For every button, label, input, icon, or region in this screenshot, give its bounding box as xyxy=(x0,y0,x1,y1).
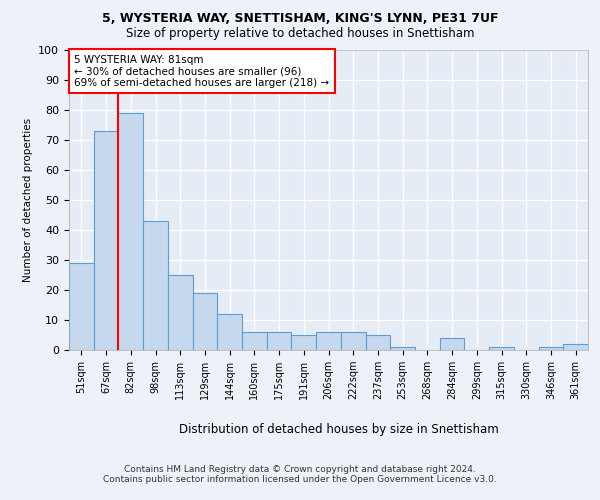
Bar xyxy=(267,332,292,350)
Text: Contains HM Land Registry data © Crown copyright and database right 2024.
Contai: Contains HM Land Registry data © Crown c… xyxy=(103,465,497,484)
Bar xyxy=(440,338,464,350)
Bar xyxy=(168,275,193,350)
Text: 5, WYSTERIA WAY, SNETTISHAM, KING'S LYNN, PE31 7UF: 5, WYSTERIA WAY, SNETTISHAM, KING'S LYNN… xyxy=(102,12,498,26)
Bar xyxy=(94,131,118,350)
Y-axis label: Number of detached properties: Number of detached properties xyxy=(23,118,33,282)
Text: 5 WYSTERIA WAY: 81sqm
← 30% of detached houses are smaller (96)
69% of semi-deta: 5 WYSTERIA WAY: 81sqm ← 30% of detached … xyxy=(74,54,329,88)
Bar xyxy=(143,221,168,350)
Bar xyxy=(341,332,365,350)
Bar xyxy=(390,347,415,350)
Bar xyxy=(69,263,94,350)
Bar xyxy=(539,347,563,350)
Bar xyxy=(242,332,267,350)
Bar xyxy=(489,347,514,350)
Text: Distribution of detached houses by size in Snettisham: Distribution of detached houses by size … xyxy=(179,422,499,436)
Bar xyxy=(292,335,316,350)
Bar xyxy=(193,293,217,350)
Bar xyxy=(316,332,341,350)
Bar xyxy=(365,335,390,350)
Text: Size of property relative to detached houses in Snettisham: Size of property relative to detached ho… xyxy=(126,28,474,40)
Bar xyxy=(217,314,242,350)
Bar xyxy=(563,344,588,350)
Bar xyxy=(118,113,143,350)
